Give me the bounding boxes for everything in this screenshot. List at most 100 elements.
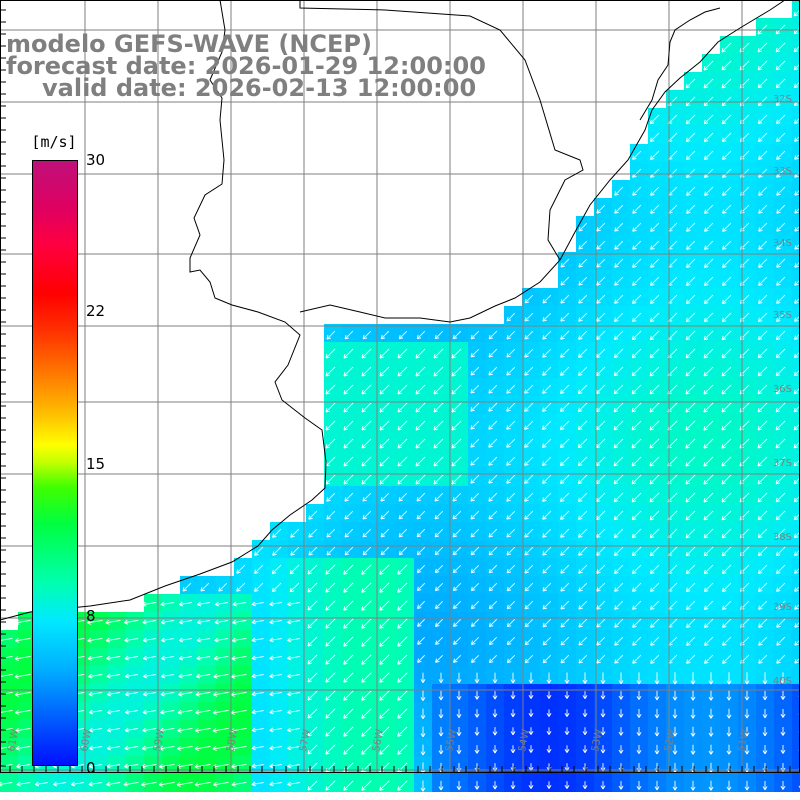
wind-arrow: [650, 186, 660, 196]
wind-arrow: [506, 420, 516, 430]
wind-arrow: [506, 402, 516, 412]
wind-arrow: [142, 619, 157, 625]
wind-arrow: [474, 727, 480, 736]
wind-arrow: [618, 672, 624, 685]
wind-arrow: [290, 546, 300, 556]
wind-arrow: [397, 456, 408, 467]
wind-arrow: [650, 654, 660, 664]
wind-cell: [792, 486, 800, 504]
wind-cell: [792, 396, 800, 414]
wind-arrow: [397, 366, 408, 377]
wind-arrow: [307, 672, 318, 683]
wind-arrow: [160, 601, 175, 607]
wind-arrow: [434, 528, 444, 538]
wind-arrow: [758, 204, 768, 214]
wind-arrow: [672, 708, 678, 719]
wind-arrow: [524, 384, 534, 394]
wind-arrow: [397, 402, 408, 413]
wind-arrow: [451, 402, 462, 413]
wind-arrow: [703, 438, 714, 449]
wind-arrow: [775, 402, 786, 413]
wind-arrow: [775, 60, 786, 71]
wind-arrow: [160, 709, 175, 715]
wind-arrow: [757, 456, 768, 467]
wind-arrow: [703, 420, 714, 431]
wind-arrow: [416, 546, 426, 556]
wind-arrow: [722, 204, 732, 214]
wind-arrow: [631, 312, 642, 323]
wind-arrow: [269, 601, 282, 607]
wind-arrow: [343, 600, 354, 611]
wind-arrow: [379, 348, 390, 359]
wind-arrow: [213, 781, 229, 787]
wind-arrow: [343, 672, 354, 683]
wind-arrow: [397, 564, 408, 575]
wind-arrow: [578, 276, 588, 286]
wind-arrow: [600, 781, 606, 790]
wind-arrow: [380, 528, 390, 538]
wind-arrow: [722, 240, 732, 250]
wind-arrow: [15, 727, 31, 733]
wind-arrow: [195, 691, 211, 697]
wind-arrow: [196, 619, 210, 625]
wind-arrow: [213, 673, 229, 679]
wind-arrow: [506, 546, 516, 556]
wind-arrow: [178, 691, 193, 697]
wind-arrow: [596, 294, 606, 304]
wind-arrow: [577, 384, 588, 395]
wind-arrow: [343, 780, 354, 791]
wind-arrow: [307, 582, 318, 593]
wind-arrow: [343, 366, 354, 377]
wind-arrow: [632, 294, 642, 304]
lon-label: 51W: [736, 728, 751, 752]
wind-arrow: [775, 78, 786, 89]
wind-arrow: [758, 150, 768, 160]
wind-arrow: [506, 456, 516, 466]
wind-arrow: [194, 727, 211, 733]
wind-arrow: [758, 276, 768, 286]
wind-arrow: [762, 744, 768, 755]
wind-arrow: [704, 240, 714, 250]
wind-arrow: [578, 582, 588, 592]
wind-arrow: [182, 582, 192, 592]
wind-arrow: [613, 366, 624, 377]
wind-arrow: [196, 637, 211, 643]
wind-arrow: [613, 384, 624, 395]
wind-arrow: [685, 330, 696, 341]
wind-arrow: [632, 258, 642, 268]
wind-arrow: [600, 672, 606, 684]
wind-arrow: [722, 600, 732, 610]
wind-arrow: [287, 619, 300, 625]
wind-arrow: [776, 618, 786, 628]
wind-arrow: [251, 601, 264, 607]
colorbar: [32, 160, 78, 766]
wind-arrow: [415, 420, 426, 431]
wind-arrow: [470, 546, 480, 556]
wind-arrow: [379, 366, 390, 377]
wind-arrow: [685, 402, 696, 413]
wind-arrow: [343, 402, 354, 413]
wind-arrow: [343, 654, 354, 665]
wind-arrow: [744, 780, 750, 791]
wind-arrow: [470, 420, 480, 430]
wind-arrow: [613, 438, 624, 449]
wind-arrow: [361, 564, 372, 575]
wind-arrow: [379, 384, 390, 395]
wind-arrow: [560, 312, 570, 322]
wind-arrow: [775, 366, 786, 377]
wind-arrow: [758, 240, 768, 250]
wind-arrow: [456, 780, 462, 790]
wind-arrow: [524, 600, 534, 610]
wind-arrow: [272, 528, 282, 538]
wind-arrow: [416, 582, 426, 592]
wind-arrow: [559, 402, 570, 413]
wind-arrow: [379, 744, 390, 755]
wind-arrow: [453, 637, 461, 645]
wind-arrow: [685, 528, 696, 539]
wind-arrow: [397, 438, 408, 449]
wind-arrow: [474, 691, 480, 700]
wind-arrow: [251, 673, 264, 679]
wind-arrow: [775, 114, 786, 125]
wind-arrow: [88, 709, 103, 715]
wind-arrow: [618, 727, 624, 736]
